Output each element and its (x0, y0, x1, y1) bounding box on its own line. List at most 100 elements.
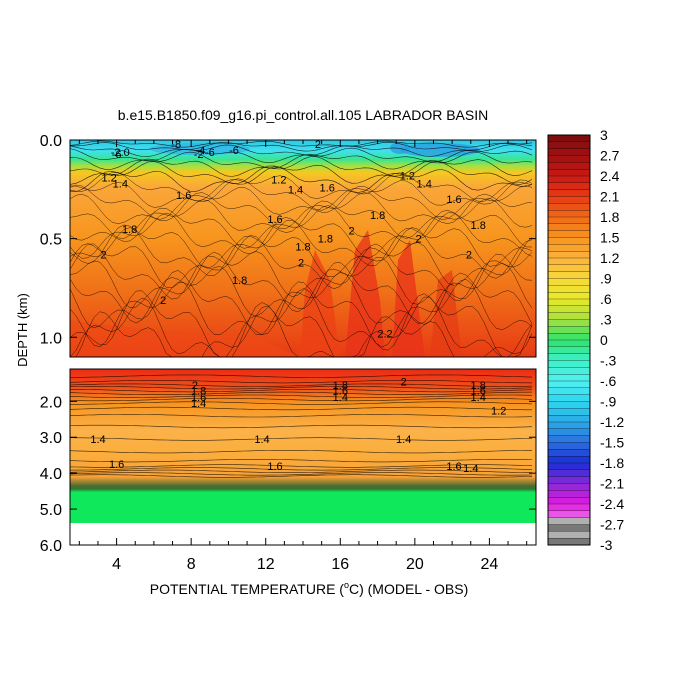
colorbar-bin (547, 292, 591, 300)
colorbar-bin (547, 435, 591, 443)
colorbar-bin (547, 210, 591, 218)
colorbar-tick-label: 1.5 (600, 230, 620, 246)
colorbar-bin (547, 148, 591, 156)
colorbar-bin (547, 169, 591, 177)
lower-contour-line (70, 401, 533, 405)
upper-contour-line (69, 212, 533, 259)
colorbar-bin (547, 182, 591, 191)
contour-label: 1.2 (400, 171, 415, 183)
upper-panel (69, 139, 537, 358)
y-tick-label: 3.0 (40, 430, 62, 447)
colorbar-bin (547, 510, 591, 519)
colorbar-bin (547, 462, 591, 471)
x-tick-label: 4 (112, 556, 121, 573)
colorbar-bin (547, 531, 591, 539)
x-tick-label: 8 (187, 556, 196, 573)
colorbar-bin (547, 374, 591, 382)
contour-label: 2 (315, 139, 321, 151)
contour-label: 1.4 (90, 434, 105, 446)
lower-contour-line (69, 474, 533, 478)
warm-plume-4 (430, 270, 462, 357)
colorbar-bin (547, 196, 591, 204)
colorbar-bin (547, 189, 591, 197)
colorbar-bin (547, 353, 591, 361)
contour-label: -4 (196, 145, 206, 157)
colorbar-tick-label: -1.8 (600, 455, 624, 471)
colorbar-bin (547, 490, 591, 498)
upper-contour-line (69, 178, 533, 211)
colorbar-bin (547, 230, 591, 238)
colorbar-bin (547, 401, 591, 409)
lower-contour-line (69, 391, 533, 395)
contour-label: 1.8 (122, 224, 137, 236)
warm-plume-5 (70, 320, 300, 357)
x-axis-label-degree: o (344, 580, 349, 590)
y-tick-label: 0.0 (40, 133, 62, 150)
colorbar-tick-label: -.3 (600, 353, 617, 369)
contour-label: 1.6 (191, 392, 206, 404)
colorbar-bin (547, 339, 591, 348)
colorbar-tick-label: -.9 (600, 394, 617, 410)
colorbar-bin (547, 421, 591, 430)
contour-labels: 2-8 -4 -6-6-2-6-2.01.21.4 1.21.4 1.61.21.41.… (90, 139, 506, 475)
upper-contour-line (69, 156, 533, 177)
x-tick-label: 20 (406, 556, 424, 573)
upper-contour-line (69, 288, 533, 358)
colorbar-bin (547, 257, 591, 266)
lower-contour-line (69, 467, 533, 471)
lower-contour-line (69, 414, 533, 418)
colorbar-tick-label: -1.5 (600, 435, 624, 451)
lower-contour-line (69, 380, 533, 384)
contour-label: 2 (416, 234, 422, 246)
contour-label: 1.6 (446, 194, 461, 206)
contour-label: 1.8 (471, 220, 486, 232)
colorbar-tick-label: 1.2 (600, 250, 620, 266)
contour-label: 1.4 (463, 463, 478, 475)
contour-label: 1.6 (267, 461, 282, 473)
colorbar-bin (547, 456, 591, 464)
colorbar-tick-label: -2.7 (600, 517, 624, 533)
chart-title: b.e15.B1850.f09_g16.pi_control.all.105 L… (118, 107, 488, 123)
upper-contour-line (69, 192, 533, 229)
contour-label: 1.8 (333, 380, 348, 392)
lower-contour-line (69, 383, 533, 387)
colorbar-tick-label: -2.1 (600, 476, 624, 492)
contour-label: -8 (171, 139, 181, 151)
contour-label: 2 (101, 249, 107, 261)
colorbar-bin (547, 449, 591, 457)
colorbar-bin (547, 216, 591, 225)
upper-contour-line (69, 235, 533, 290)
contour-label: 1.2 (491, 405, 506, 417)
colorbar-bin (547, 367, 591, 375)
contour-label: 1.2 (271, 175, 286, 187)
colorbar-bin (547, 517, 591, 525)
colorbar-bin (547, 134, 591, 143)
colorbar-tick-label: 1.8 (600, 209, 620, 225)
colorbar-tick-label: 2.4 (600, 168, 620, 184)
colorbar-bin (547, 155, 591, 163)
colorbar-frame (547, 134, 591, 546)
colorbar-bin (547, 442, 591, 450)
colorbar-tick-label: -2.4 (600, 496, 624, 512)
upper-contour-line (69, 219, 533, 269)
colorbar: 3 2.7 2.4 2.1 1.8 1.5 1.2 .9 .6 .3 0 -.3 -.6 -.9 -1.2 -… (547, 127, 624, 553)
contour-label: 1.4 (254, 434, 269, 446)
colorbar-bin (547, 312, 591, 320)
colorbar-tick-label: .3 (600, 312, 612, 328)
colorbar-bin (547, 319, 591, 327)
colorbar-bin (547, 428, 591, 437)
x-tick-label: 16 (331, 556, 349, 573)
upper-contour-line (69, 262, 533, 324)
colorbar-tick-label: -3 (600, 537, 613, 553)
colorbar-bin (547, 346, 591, 355)
colorbar-bin (547, 503, 591, 512)
lower-contour-line (69, 459, 533, 463)
y-tick-label: 2.0 (40, 394, 62, 411)
colorbar-bin (547, 476, 591, 484)
x-tick-label: 12 (257, 556, 275, 573)
warm-plume-3 (392, 240, 425, 357)
contour-label: 1.8 (295, 242, 310, 254)
contour-label: 1.8 (191, 386, 206, 398)
contour-label: 1.6 (471, 386, 486, 398)
colorbar-bin (547, 285, 591, 293)
